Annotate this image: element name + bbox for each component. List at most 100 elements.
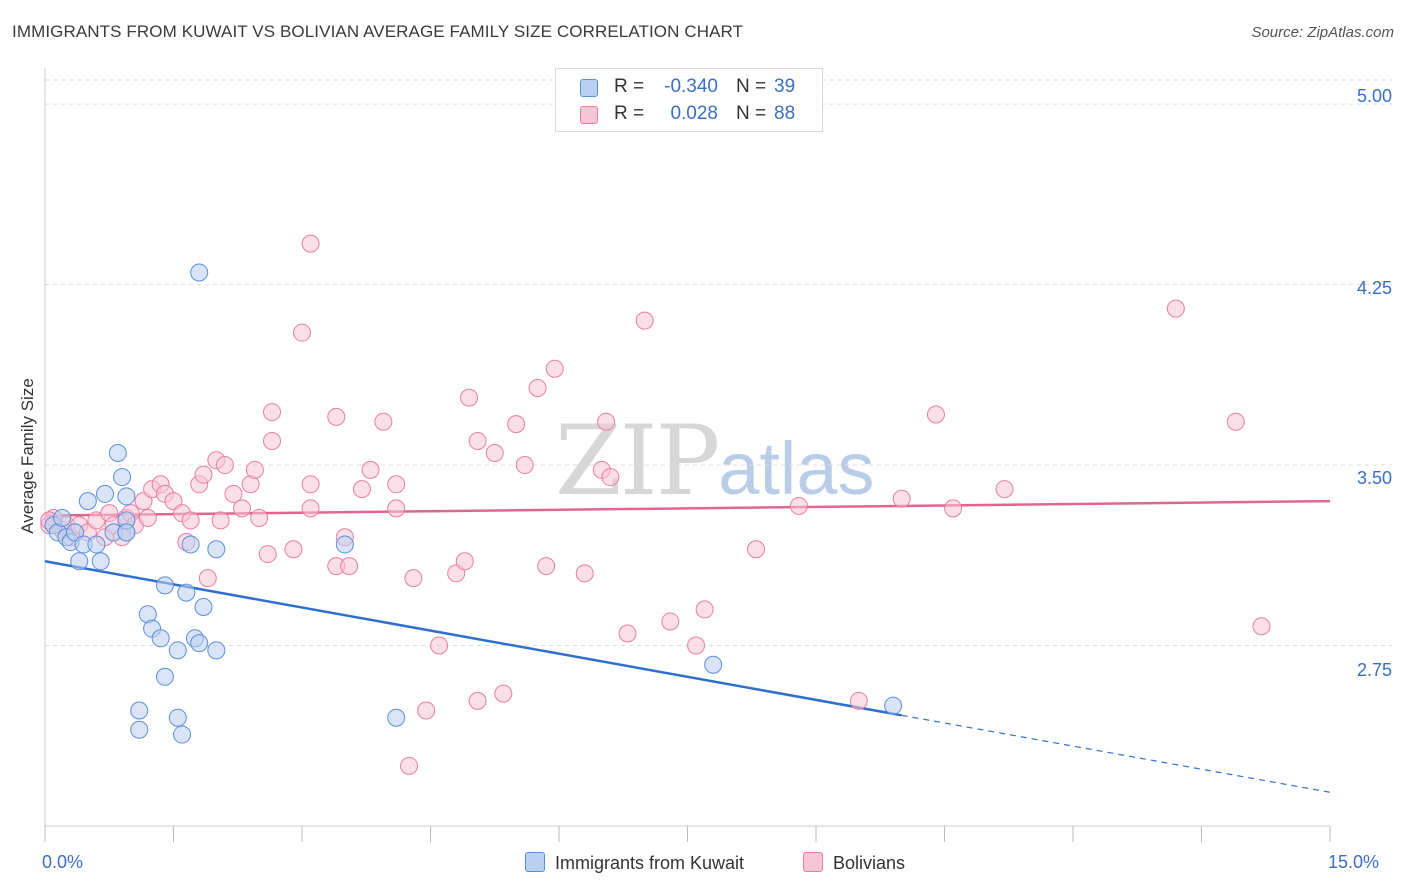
bolivian-point [849,691,868,710]
bolivian-point [263,431,282,450]
kuwait-point [190,263,209,282]
kuwait-point [704,655,723,674]
bolivian-point [892,489,911,508]
kuwait-trend-extension [901,714,1331,793]
bolivian-point [601,468,620,487]
legend-item-kuwait[interactable]: Immigrants from Kuwait [525,852,744,874]
bolivian-point [1226,412,1245,431]
legend-item-bolivian[interactable]: Bolivians [803,852,905,874]
bolivian-point [198,569,217,588]
r-label: R = [614,76,645,97]
bolivian-point [340,557,359,576]
bolivian-point [747,540,766,559]
bolivian-point [138,508,157,527]
bolivian-point [468,691,487,710]
n-label: N = [736,76,767,97]
kuwait-swatch [525,852,545,872]
bolivian-point [430,636,449,655]
bolivian-point [635,311,654,330]
bolivian-point [507,415,526,434]
bolivian-point [301,234,320,253]
kuwait-point [168,641,187,660]
kuwait-point [117,523,136,542]
bolivian-point [400,756,419,775]
y-tick-label: 3.50 [1356,468,1392,488]
data-points [40,234,1271,775]
x-tick-min: 0.0% [42,852,84,872]
bolivian-point [545,359,564,378]
bolivian-point [245,460,264,479]
y-tick-label: 2.75 [1356,660,1392,680]
y-tick-label: 4.25 [1356,278,1392,298]
kuwait-point [151,629,170,648]
legend-row-bolivian: R = 0.028 N = 88 [556,100,822,128]
bolivian-point [352,480,371,499]
bolivian-point [233,499,252,518]
bolivian-swatch [580,106,598,124]
bolivian-point [1252,617,1271,636]
kuwait-point [95,484,114,503]
bolivian-point [1166,299,1185,318]
bolivian-point [537,557,556,576]
kuwait-point [70,552,89,571]
bolivian-point [618,624,637,643]
bolivian-point [387,499,406,518]
kuwait-point [108,444,127,462]
bolivian-point [528,379,547,398]
bolivian-point [468,431,487,450]
legend-row-kuwait: R = -0.340 N = 39 [556,73,822,101]
bolivian-point [215,456,234,475]
kuwait-point [87,535,106,554]
kuwait-point [113,468,132,487]
gridlines [45,79,1392,647]
bolivian-point [301,499,320,518]
bolivian-point [263,403,282,422]
bolivian-point [995,480,1014,499]
bolivian-point [194,465,213,484]
r-value: 0.028 [670,103,718,124]
bolivian-point [327,407,346,426]
bolivian-point [944,499,963,518]
bolivian-point [417,701,436,720]
y-tick-label: 5.00 [1356,86,1392,106]
bolivian-point [250,508,269,527]
bolivian-point [597,412,616,431]
bolivian-point [926,405,945,424]
n-value: 39 [774,76,796,97]
bolivian-point [301,475,320,494]
x-tick-max: 15.0% [1328,852,1380,872]
n-value: 88 [774,103,796,124]
kuwait-point [78,492,97,511]
axes [44,68,1331,842]
legend-label: Immigrants from Kuwait [555,853,745,873]
kuwait-point [884,696,903,715]
kuwait-point [207,641,226,660]
zipatlas-watermark: ZIPatlas [555,405,875,517]
bolivian-point [224,484,243,503]
bolivian-point [485,444,504,462]
bolivian-point [515,456,534,475]
bolivian-point [789,496,808,515]
kuwait-point [177,583,196,602]
bolivian-point [687,636,706,655]
bolivian-point [387,475,406,494]
legend-label: Bolivians [833,853,906,873]
kuwait-point [53,508,72,527]
n-label: N = [736,103,767,124]
kuwait-point [91,552,110,571]
bolivian-point [181,511,200,530]
kuwait-point [168,708,187,727]
bolivian-point [361,460,380,479]
y-axis-label: Average Family Size [18,378,37,534]
bolivian-point [258,545,277,564]
source-label: Source: ZipAtlas.com [1251,24,1394,41]
kuwait-point [181,535,200,554]
bolivian-point [695,600,714,619]
kuwait-point [194,598,213,617]
kuwait-swatch [580,79,598,97]
kuwait-point [155,667,174,686]
bolivian-point [575,564,594,583]
bolivian-point [404,569,423,588]
kuwait-point [117,487,136,506]
r-label: R = [614,103,645,124]
